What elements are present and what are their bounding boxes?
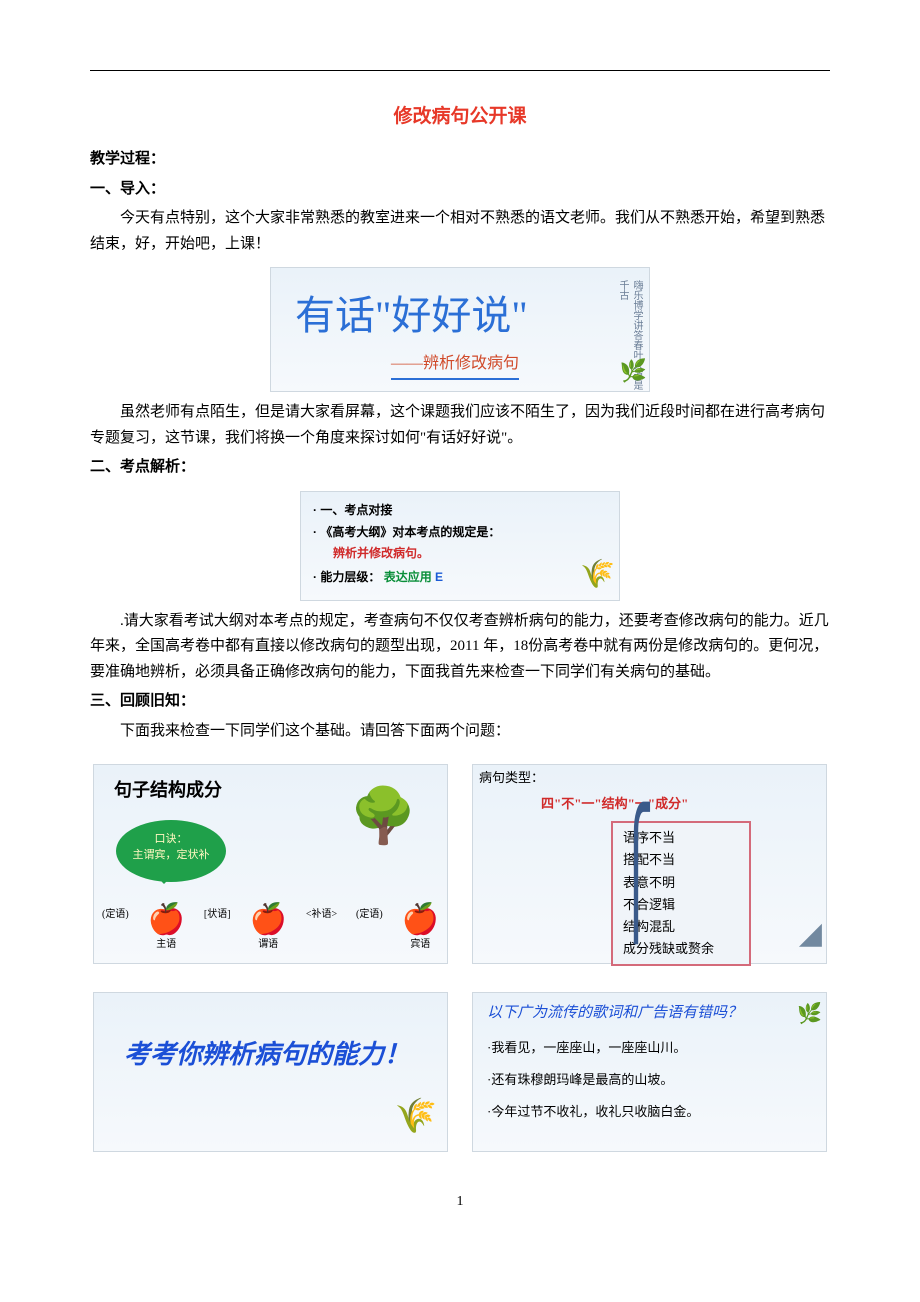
section1-para1: 今天有点特别，这个大家非常熟悉的教室进来一个相对不熟悉的语文老师。我们从不熟悉开… [90, 206, 830, 257]
doc-title: 修改病句公开课 [90, 101, 830, 133]
page-number: 1 [90, 1190, 830, 1214]
top-rule [90, 70, 830, 71]
section3-heading: 三、回顾旧知： [90, 689, 830, 715]
section1-heading: 一、导入： [90, 177, 830, 203]
slide-sentence-structure: 句子结构成分 🌳 口诀： 主谓宾，定状补 (定语) 🍎主语 [状语] 🍎谓语 <… [93, 764, 448, 964]
tree-icon: 🌳 [350, 771, 417, 863]
slide-error-types: 病句类型： 四"不"一"结构"一"成分" ⎧ 语序不当 搭配不当 表意不明 不合… [472, 764, 827, 964]
grass-icon: 🌾 [580, 550, 615, 598]
slide-test-ability: 考考你辨析病句的能力！ 🌾 [93, 992, 448, 1152]
slide2-line3: 辨析并修改病句。 [333, 543, 607, 563]
slide3-bubble: 口诀： 主谓宾，定状补 [116, 820, 226, 882]
slide-lyrics-question: 🌿 以下广为流传的歌词和广告语有错吗？ ·我看见，一座座山，一座座山川。 ·还有… [472, 992, 827, 1152]
slide2-line4: · 能力层级： 表达应用 E [313, 567, 607, 587]
section2-para: .请大家看考试大纲对本考点的规定，考查病句不仅仅考查辨析病句的能力，还要考查修改… [90, 609, 830, 686]
slide-title-card: 有话"好好说" ——辨析修改病句 嗨乐博学讲答春叶人道是千古 🌿 [270, 267, 650, 392]
slide2-line2: · 《高考大纲》对本考点的规定是： [313, 522, 607, 542]
slide1-title: 有话"好好说" [271, 268, 649, 350]
branch-icon-2: 🌿 [797, 997, 822, 1031]
slide2-line1: · 一、考点对接 [313, 500, 607, 520]
section3-para: 下面我来检查一下同学们这个基础。请回答下面两个问题： [90, 719, 830, 745]
slide-exam-point: · 一、考点对接 · 《高考大纲》对本考点的规定是： 辨析并修改病句。 · 能力… [300, 491, 620, 601]
section1-para2: 虽然老师有点陌生，但是请大家看屏幕，这个课题我们应该不陌生了，因为我们近段时间都… [90, 400, 830, 451]
corner-icon: ◢ [799, 908, 822, 959]
slide4-title: 病句类型： [479, 767, 544, 789]
slide1-subtitle: ——辨析修改病句 [391, 350, 519, 380]
slide-row-2: 考考你辨析病句的能力！ 🌾 🌿 以下广为流传的歌词和广告语有错吗？ ·我看见，一… [90, 982, 830, 1160]
slide6-question: 以下广为流传的歌词和广告语有错吗？ [487, 1001, 812, 1027]
slide-row-1: 句子结构成分 🌳 口诀： 主谓宾，定状补 (定语) 🍎主语 [状语] 🍎谓语 <… [90, 754, 830, 972]
section2-heading: 二、考点解析： [90, 455, 830, 481]
slide5-text: 考考你辨析病句的能力！ [94, 993, 447, 1077]
branch-icon: 🌿 [620, 352, 647, 389]
process-label: 教学过程： [90, 147, 830, 173]
slide3-apples: (定语) 🍎主语 [状语] 🍎谓语 <补语> (定语) 🍎宾语 [102, 905, 439, 954]
bracket-icon: ⎧ [618, 813, 654, 933]
grass-icon-2: 🌾 [395, 1088, 437, 1146]
slide4-formula: 四"不"一"结构"一"成分" [541, 793, 818, 815]
